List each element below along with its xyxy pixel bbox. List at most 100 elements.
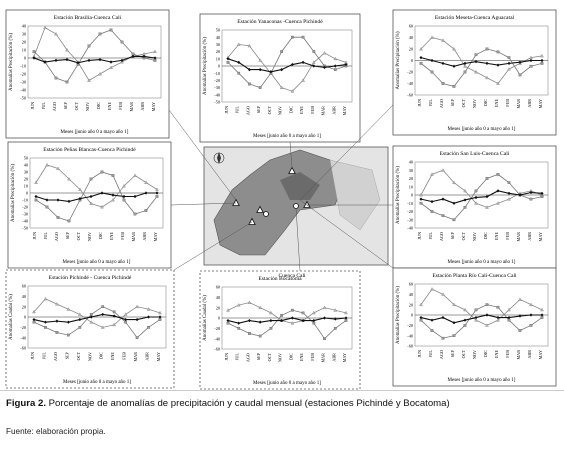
y-tick-label: 20: [409, 176, 413, 181]
y-tick-label: 40: [216, 35, 220, 40]
series-point: [507, 307, 511, 312]
leader-line: [295, 207, 301, 272]
series-point: [67, 333, 70, 337]
y-tick-label: 0: [24, 315, 26, 320]
y-tick-label: 30: [216, 42, 220, 47]
series-point: [54, 58, 58, 62]
series-point: [419, 315, 423, 320]
series-line: [227, 309, 347, 340]
x-tick-label: DIC: [288, 353, 293, 360]
y-tick-label: -40: [20, 88, 26, 93]
series-point: [333, 68, 337, 71]
series-point: [237, 60, 241, 64]
series-line: [420, 314, 542, 324]
panel-frame: [392, 9, 557, 136]
series-point: [419, 197, 423, 201]
series-point: [441, 315, 445, 320]
series-point: [301, 318, 305, 323]
series-point: [133, 173, 137, 177]
y-tick-label: 0: [26, 191, 28, 196]
series-point: [507, 61, 511, 65]
series-point: [65, 48, 69, 52]
x-tick-label: JUL: [428, 350, 433, 358]
series-point: [111, 193, 115, 197]
y-tick-label: -40: [407, 333, 413, 338]
series-point: [291, 35, 294, 39]
y-tick-label: -10: [214, 71, 220, 76]
x-tick-label: MAR: [133, 352, 138, 362]
series-point: [507, 67, 511, 71]
series-point: [485, 61, 489, 65]
x-tick-label: ENE: [299, 353, 304, 362]
x-tick-label: JUN: [224, 353, 229, 361]
north-arrow-icon: [217, 152, 221, 164]
x-tick-label: JUN: [417, 99, 422, 107]
y-tick-label: -20: [407, 323, 413, 328]
series-point: [226, 318, 230, 323]
panel-title: Estación Bocatoma: [258, 276, 302, 282]
series-point: [78, 187, 82, 191]
series-line: [227, 317, 347, 324]
series-point: [312, 60, 316, 64]
y-axis-label: Anomalías Precipitación (%): [396, 286, 401, 344]
series-line: [227, 302, 347, 324]
series-point: [323, 337, 326, 341]
series-point: [89, 177, 93, 181]
x-tick-label: MAY: [538, 350, 543, 359]
panel-frame: [5, 9, 170, 139]
x-tick-label: DIC: [483, 350, 488, 357]
y-tick-label: 0: [24, 56, 26, 61]
series-point: [144, 180, 148, 184]
series-point: [290, 321, 295, 325]
series-point: [333, 64, 337, 68]
x-tick-label: FEB: [505, 232, 510, 240]
series-line: [420, 190, 543, 204]
series-point: [144, 209, 148, 212]
y-tick-label: 10: [216, 56, 220, 61]
x-tick-label: JUN: [30, 352, 35, 360]
series-point: [463, 206, 467, 209]
series-point: [100, 325, 105, 329]
series-line: [35, 192, 157, 202]
x-tick-label: SEP: [256, 105, 261, 113]
x-tick-label: OCT: [461, 99, 466, 108]
series-point: [124, 320, 127, 324]
x-tick-label: ENE: [494, 99, 499, 108]
y-tick-label: 40: [409, 35, 413, 40]
x-tick-label: ABR: [145, 352, 150, 361]
y-tick-label: -30: [407, 217, 413, 222]
x-tick-label: OCT: [267, 106, 272, 115]
series-point: [226, 321, 230, 325]
y-tick-label: -10: [20, 64, 26, 69]
x-tick-label: FEB: [310, 106, 315, 114]
series-point: [290, 316, 294, 320]
y-tick-label: 60: [22, 284, 26, 289]
series-point: [463, 61, 467, 65]
series-point: [67, 177, 71, 181]
panel-frame: [392, 267, 557, 387]
x-tick-label: SEP: [450, 231, 455, 239]
series-point: [430, 70, 434, 74]
series-point: [45, 205, 49, 209]
x-tick-label: SEP: [256, 352, 261, 360]
series-point: [135, 317, 139, 322]
x-tick-label: DIC: [483, 99, 488, 106]
series-point: [419, 62, 423, 65]
series-point: [419, 318, 423, 322]
series-point: [452, 201, 456, 205]
series-point: [142, 54, 146, 58]
series-point: [100, 191, 104, 195]
y-tick-label: -60: [407, 344, 413, 349]
series-point: [44, 325, 47, 329]
series-point: [496, 305, 500, 309]
series-point: [430, 318, 434, 322]
x-tick-label: ABR: [331, 353, 336, 362]
series-point: [430, 287, 434, 291]
series-point: [258, 86, 262, 89]
series-point: [496, 63, 500, 67]
series-point: [344, 62, 348, 67]
panel-frame: [5, 269, 175, 389]
series-point: [280, 68, 284, 72]
leader-line: [299, 104, 394, 201]
series-point: [226, 57, 230, 61]
